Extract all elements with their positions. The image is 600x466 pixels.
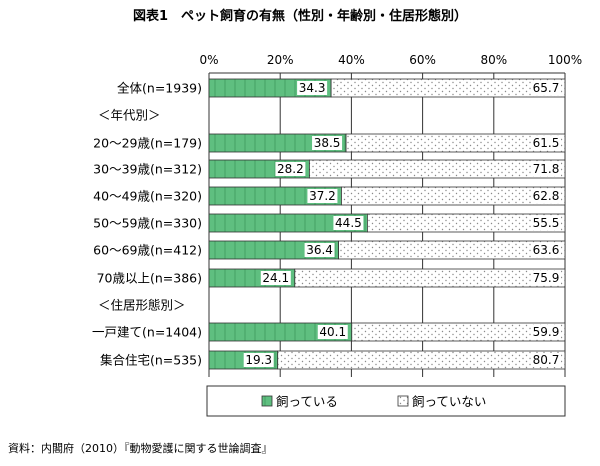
- value-label-not-owned-box: [531, 216, 561, 230]
- legend-label-owned: 飼っている: [276, 394, 338, 409]
- bar-not-owned: [351, 322, 566, 342]
- x-tick-label: 100%: [548, 53, 582, 67]
- value-label-owned-box: [275, 162, 306, 176]
- x-tick-label: 40%: [338, 53, 365, 67]
- category-label: 50～59歳(n=330): [93, 216, 202, 231]
- category-label: 70歳以上(n=386): [97, 271, 202, 286]
- value-label-owned: 40.1: [319, 325, 346, 339]
- chart-rows: 全体(n=1939) 34.3 65.7 ＜年代別＞ 20～29歳(n=179) 38.5…: [92, 78, 566, 370]
- category-label: 60～69歳(n=412): [93, 243, 202, 258]
- category-label: 全体(n=1939): [117, 81, 202, 96]
- value-label-not-owned-box: [531, 325, 561, 339]
- value-label-not-owned-box: [531, 353, 561, 367]
- group-label: ＜住居形態別＞: [98, 298, 186, 313]
- value-label-not-owned-box: [531, 136, 561, 150]
- value-label-not-owned-box: [531, 271, 561, 285]
- value-label-owned-box: [243, 353, 274, 367]
- value-label-owned: 36.4: [306, 243, 333, 257]
- value-label-not-owned: 80.7: [533, 353, 560, 367]
- x-tick-label: 80%: [480, 53, 507, 67]
- value-label-not-owned: 62.8: [533, 189, 560, 203]
- value-label-owned-box: [312, 136, 343, 150]
- value-label-not-owned-box: [531, 162, 561, 176]
- value-label-not-owned: 71.8: [533, 162, 560, 176]
- x-tick-label: 0%: [199, 53, 218, 67]
- group-label: ＜年代別＞: [98, 108, 161, 123]
- value-label-owned: 44.5: [335, 216, 362, 230]
- value-label-owned: 37.2: [309, 189, 336, 203]
- legend-swatch-owned: [261, 395, 273, 407]
- bar-not-owned: [294, 268, 566, 288]
- value-label-not-owned: 63.6: [533, 243, 560, 257]
- source-note: 資料：内閣府（2010）『動物愛護に関する世論調査』: [8, 441, 273, 455]
- legend-swatch-not-owned: [397, 395, 409, 407]
- value-label-not-owned-box: [531, 243, 561, 257]
- value-label-not-owned: 65.7: [533, 81, 560, 95]
- value-label-owned: 38.5: [314, 136, 341, 150]
- bar-not-owned: [338, 240, 566, 260]
- bar-not-owned: [308, 159, 566, 179]
- value-label-owned: 34.3: [299, 81, 326, 95]
- bar-not-owned: [277, 350, 566, 370]
- category-label: 30～39歳(n=312): [93, 162, 202, 177]
- legend: 飼っている 飼っていない: [206, 385, 566, 417]
- x-tick-label: 60%: [409, 53, 436, 67]
- value-label-owned-box: [307, 189, 338, 203]
- bar-not-owned: [367, 213, 566, 233]
- legend-label-not-owned: 飼っていない: [412, 394, 486, 409]
- value-label-not-owned-box: [531, 189, 561, 203]
- value-label-not-owned: 55.5: [533, 216, 560, 230]
- category-label: 20～29歳(n=179): [93, 136, 202, 151]
- value-label-owned: 28.2: [277, 162, 304, 176]
- chart-title: 図表1 ペット飼育の有無（性別・年齢別・住居形態別）: [133, 8, 467, 24]
- value-label-owned-box: [304, 243, 335, 257]
- value-label-owned-box: [297, 81, 328, 95]
- x-tick-label: 20%: [267, 53, 294, 67]
- bar-not-owned: [345, 133, 566, 153]
- bar-not-owned: [341, 186, 566, 206]
- value-label-not-owned: 61.5: [533, 136, 560, 150]
- value-label-owned-box: [260, 271, 291, 285]
- category-label: 40～49歳(n=320): [93, 189, 202, 204]
- value-label-owned: 19.3: [245, 353, 272, 367]
- bar-not-owned: [330, 78, 566, 98]
- value-label-owned: 24.1: [262, 271, 289, 285]
- value-label-not-owned: 59.9: [533, 325, 560, 339]
- legend-box: [206, 385, 566, 417]
- value-label-owned-box: [317, 325, 348, 339]
- value-label-owned-box: [333, 216, 364, 230]
- value-label-not-owned: 75.9: [533, 271, 560, 285]
- value-label-not-owned-box: [531, 81, 561, 95]
- category-label: 一戸建て(n=1404): [92, 325, 202, 340]
- category-label: 集合住宅(n=535): [100, 353, 202, 368]
